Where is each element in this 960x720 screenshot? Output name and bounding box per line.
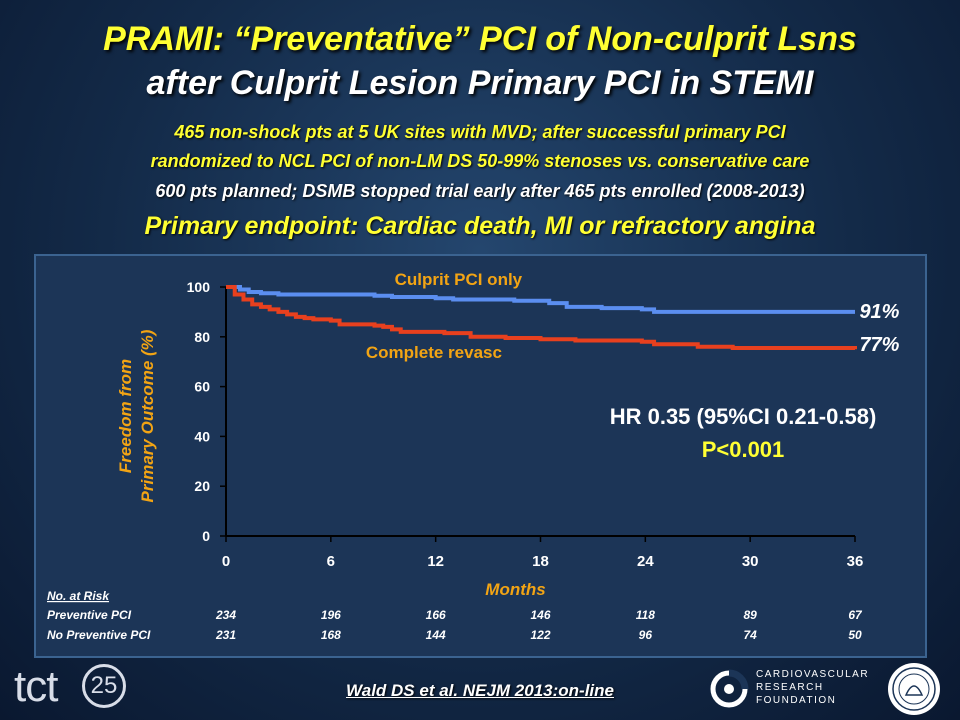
series-label: Complete revasc xyxy=(366,343,502,362)
crf-line-3: FOUNDATION xyxy=(756,695,837,706)
risk-table-cell: 168 xyxy=(321,628,341,642)
risk-table-cell: 122 xyxy=(530,628,550,642)
x-tick-label: 12 xyxy=(427,553,444,570)
crf-line-2: RESEARCH xyxy=(756,682,824,693)
y-tick-label: 60 xyxy=(194,379,210,395)
risk-table-cell: 144 xyxy=(426,628,446,642)
risk-table-cell: 166 xyxy=(426,608,446,622)
risk-table-title: No. at Risk xyxy=(47,589,110,603)
risk-table-cell: 67 xyxy=(848,608,863,622)
subtitle-line-2: randomized to NCL PCI of non-LM DS 50-99… xyxy=(150,151,810,171)
risk-table-cell: 234 xyxy=(215,608,236,622)
seal-icon xyxy=(888,663,940,715)
risk-table-cell: 89 xyxy=(743,608,757,622)
risk-table-cell: 50 xyxy=(848,628,862,642)
risk-table-row-label: Preventive PCI xyxy=(47,608,132,622)
risk-table-cell: 96 xyxy=(639,628,653,642)
y-tick-label: 20 xyxy=(194,478,210,494)
x-tick-label: 30 xyxy=(742,553,759,570)
risk-table-cell: 74 xyxy=(743,628,757,642)
y-tick-label: 40 xyxy=(194,428,210,444)
risk-table-cell: 146 xyxy=(530,608,550,622)
slide-title-line-1: PRAMI: “Preventative” PCI of Non-culprit… xyxy=(0,18,960,60)
risk-table-cell: 118 xyxy=(636,608,655,622)
series-line-1 xyxy=(226,285,857,351)
y-tick-label: 0 xyxy=(202,528,210,544)
tct-number-badge: 25 xyxy=(82,664,126,708)
x-axis-label: Months xyxy=(485,580,545,599)
subtitle-line-3: 600 pts planned; DSMB stopped trial earl… xyxy=(155,181,805,201)
citation: Wald DS et al. NEJM 2013:on-line xyxy=(346,681,614,700)
x-tick-label: 18 xyxy=(532,553,549,570)
x-tick-label: 36 xyxy=(847,553,864,570)
primary-endpoint: Primary endpoint: Cardiac death, MI or r… xyxy=(144,212,816,240)
y-axis-label: Freedom from Primary Outcome (%) xyxy=(116,329,157,502)
y-tick-label: 100 xyxy=(187,279,211,295)
chart-panel: 0 20 40 60 80 100 0 6 12 18 24 30 36 Months Freedom fr… xyxy=(34,254,927,658)
subtitle-line-1: 465 non-shock pts at 5 UK sites with MVD… xyxy=(174,122,786,142)
series-end-label: 77% xyxy=(859,334,899,356)
x-tick-label: 24 xyxy=(637,553,654,570)
risk-table-cell: 196 xyxy=(321,608,341,622)
series-label: Culprit PCI only xyxy=(395,270,523,289)
x-tick-label: 6 xyxy=(327,553,335,570)
km-chart: 0 20 40 60 80 100 0 6 12 18 24 30 36 Months Freedom fr… xyxy=(47,270,900,642)
y-axis-label-line: Freedom from xyxy=(116,359,135,473)
risk-table-row-label: No Preventive PCI xyxy=(47,628,151,642)
tct-logo: tct xyxy=(14,662,58,711)
slide-title-line-2: after Culprit Lesion Primary PCI in STEM… xyxy=(146,64,814,102)
crf-line-1: CARDIOVASCULAR xyxy=(756,669,870,680)
y-axis-label-line: Primary Outcome (%) xyxy=(138,329,157,502)
y-tick-label: 80 xyxy=(194,329,210,345)
series-line-0 xyxy=(226,285,855,314)
x-tick-label: 0 xyxy=(222,553,230,570)
title-main: “Preventative” PCI of Non-culprit Lsns xyxy=(233,20,857,58)
risk-table-cell: 231 xyxy=(215,628,236,642)
p-value-label: P<0.001 xyxy=(702,437,785,462)
hazard-ratio-label: HR 0.35 (95%CI 0.21-0.58) xyxy=(610,404,877,429)
crf-logo-icon xyxy=(710,669,749,708)
series-end-label: 91% xyxy=(859,301,899,323)
title-prefix: PRAMI: xyxy=(103,20,234,58)
crf-text: CARDIOVASCULAR RESEARCH FOUNDATION xyxy=(756,668,869,707)
